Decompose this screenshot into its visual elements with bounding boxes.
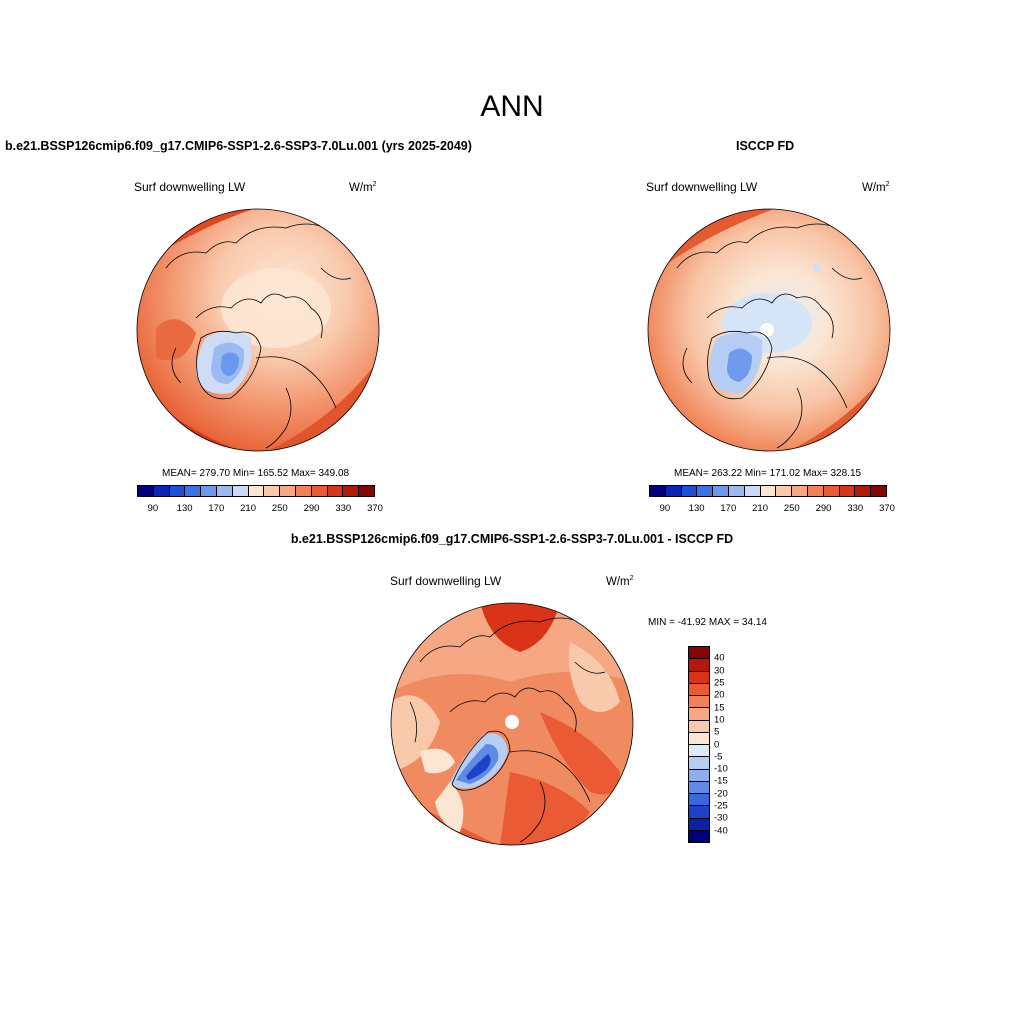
diff-colorbar-swatch bbox=[689, 757, 709, 770]
left-colorbar-tick-label: 290 bbox=[303, 503, 320, 514]
right-colorbar-swatch bbox=[871, 486, 886, 496]
right-colorbar-swatch bbox=[839, 486, 856, 496]
left-colorbar-tick-label: 370 bbox=[367, 503, 383, 514]
left-colorbar-swatch bbox=[280, 486, 296, 496]
right-colorbar-tick-label: 210 bbox=[752, 503, 768, 514]
right-stats: MEAN= 263.22 Min= 171.02 Max= 328.15 bbox=[674, 468, 862, 479]
left-colorbar-swatch bbox=[327, 486, 344, 496]
diff-colorbar-tick-label: -40 bbox=[714, 825, 728, 837]
diff-colorbar-tick-label: 25 bbox=[714, 677, 725, 689]
left-colorbar-tick-label: 330 bbox=[335, 503, 352, 514]
diff-colorbar-tick-label: 10 bbox=[714, 714, 725, 726]
diff-colorbar-swatch bbox=[689, 659, 709, 672]
left-colorbar-tick-label: 130 bbox=[176, 503, 193, 514]
diff-colorbar-tick-label: 40 bbox=[714, 652, 725, 664]
right-polar-map bbox=[647, 208, 891, 452]
left-colorbar-swatch bbox=[201, 486, 217, 496]
left-polar-map bbox=[136, 208, 380, 452]
diff-colorbar-swatch bbox=[689, 806, 709, 819]
left-colorbar-swatch bbox=[295, 486, 312, 496]
diff-colorbar-tick-label: 0 bbox=[714, 739, 720, 750]
diff-colorbar-tick-label: -5 bbox=[714, 751, 723, 763]
left-colorbar-tick-label: 90 bbox=[147, 503, 159, 514]
left-colorbar-swatch bbox=[311, 486, 328, 496]
right-colorbar-swatch bbox=[728, 486, 745, 496]
diff-panel-title: b.e21.BSSP126cmip6.f09_g17.CMIP6-SSP1-2.… bbox=[290, 532, 734, 546]
right-panel-title: ISCCP FD bbox=[736, 139, 795, 153]
right-colorbar-tick-label: 250 bbox=[783, 503, 800, 514]
diff-colorbar-tick-label: 30 bbox=[714, 665, 725, 677]
right-colorbar-swatch bbox=[792, 486, 808, 496]
diff-colorbar bbox=[688, 646, 710, 843]
left-colorbar-tick-label: 210 bbox=[240, 503, 256, 514]
diff-colorbar-tick-label: -10 bbox=[714, 763, 728, 775]
diff-colorbar-swatch bbox=[689, 708, 709, 721]
left-units-label: W/m2 bbox=[349, 181, 377, 194]
right-units-label: W/m2 bbox=[862, 181, 890, 194]
right-colorbar-tick-label: 330 bbox=[847, 503, 864, 514]
left-colorbar-swatch bbox=[153, 486, 170, 496]
left-stats: MEAN= 279.70 Min= 165.52 Max= 349.08 bbox=[162, 468, 350, 479]
diff-variable-label: Surf downwelling LW bbox=[390, 574, 502, 588]
left-colorbar-swatch bbox=[169, 486, 186, 496]
right-colorbar-swatch bbox=[776, 486, 793, 496]
right-colorbar-swatch bbox=[697, 486, 714, 496]
left-colorbar-tick-label: 170 bbox=[208, 503, 225, 514]
diff-colorbar-tick-label: -20 bbox=[714, 788, 728, 800]
left-colorbar-swatch bbox=[138, 486, 154, 496]
diff-colorbar-swatch bbox=[689, 683, 709, 696]
right-colorbar-swatch bbox=[823, 486, 840, 496]
diff-colorbar-tick-label: -15 bbox=[714, 775, 728, 787]
right-colorbar bbox=[649, 485, 887, 497]
diff-colorbar-tick-label: -25 bbox=[714, 800, 728, 812]
diff-units-label: W/m2 bbox=[606, 575, 634, 588]
diff-colorbar-tick-label: 20 bbox=[714, 689, 725, 701]
left-colorbar-tick-label: 250 bbox=[271, 503, 288, 514]
diff-colorbar-tick-label: -30 bbox=[714, 812, 728, 824]
diff-colorbar-swatch bbox=[689, 794, 709, 807]
right-colorbar-tick-label: 370 bbox=[879, 503, 895, 514]
main-title: ANN bbox=[480, 90, 544, 123]
diff-colorbar-tick-label: 5 bbox=[714, 726, 720, 738]
right-colorbar-swatch bbox=[744, 486, 761, 496]
diff-polar-map bbox=[390, 602, 634, 846]
diff-colorbar-swatch bbox=[689, 781, 709, 794]
diff-colorbar-swatch bbox=[689, 647, 709, 660]
right-variable-label: Surf downwelling LW bbox=[646, 180, 758, 194]
diff-colorbar-swatch bbox=[689, 671, 709, 684]
right-colorbar-swatch bbox=[807, 486, 824, 496]
left-colorbar-swatch bbox=[359, 486, 374, 496]
diff-colorbar-tick-label: 15 bbox=[714, 702, 725, 714]
right-colorbar-tick-label: 170 bbox=[720, 503, 737, 514]
diff-colorbar-swatch bbox=[689, 745, 709, 758]
diff-colorbar-swatch bbox=[689, 769, 709, 782]
left-colorbar-swatch bbox=[248, 486, 265, 496]
diff-colorbar-swatch bbox=[689, 696, 709, 709]
right-colorbar-swatch bbox=[760, 486, 777, 496]
left-colorbar-swatch bbox=[216, 486, 233, 496]
diff-colorbar-swatch bbox=[689, 732, 709, 745]
right-colorbar-swatch bbox=[650, 486, 666, 496]
left-colorbar-swatch bbox=[264, 486, 281, 496]
right-colorbar-tick-label: 90 bbox=[659, 503, 671, 514]
diff-colorbar-swatch bbox=[689, 720, 709, 733]
diff-colorbar-swatch bbox=[689, 830, 709, 842]
right-colorbar-tick-label: 130 bbox=[688, 503, 705, 514]
left-colorbar-swatch bbox=[232, 486, 249, 496]
right-colorbar-swatch bbox=[681, 486, 698, 496]
right-colorbar-swatch bbox=[713, 486, 729, 496]
left-variable-label: Surf downwelling LW bbox=[134, 180, 246, 194]
left-colorbar bbox=[137, 485, 375, 497]
left-colorbar-swatch bbox=[343, 486, 360, 496]
right-colorbar-tick-label: 290 bbox=[815, 503, 832, 514]
left-colorbar-swatch bbox=[185, 486, 202, 496]
diff-stats: MIN = -41.92 MAX = 34.14 bbox=[648, 617, 767, 628]
right-colorbar-swatch bbox=[665, 486, 682, 496]
diff-colorbar-swatch bbox=[689, 818, 709, 831]
right-colorbar-swatch bbox=[855, 486, 872, 496]
left-panel-title: b.e21.BSSP126cmip6.f09_g17.CMIP6-SSP1-2.… bbox=[5, 139, 472, 153]
